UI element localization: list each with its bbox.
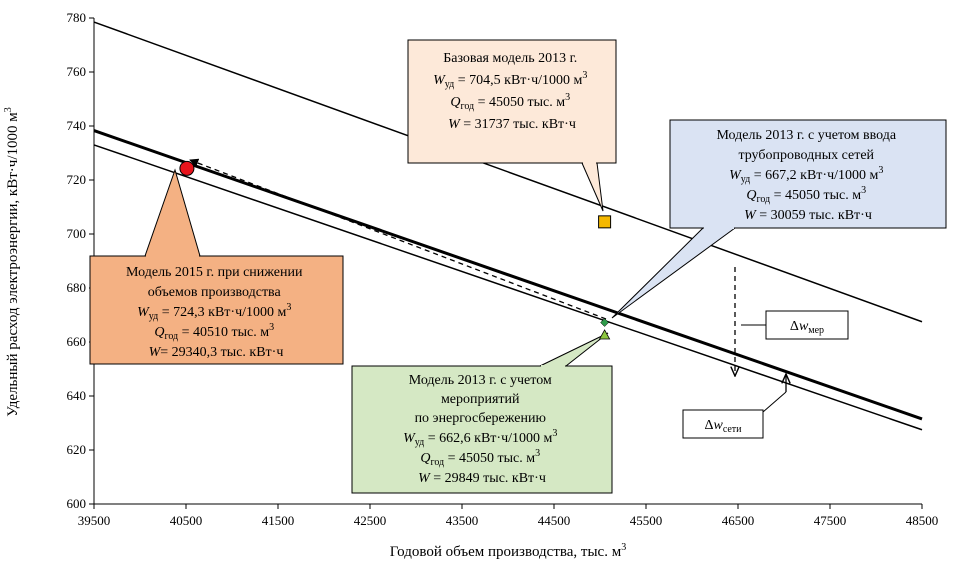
callout-pipe-pointer <box>611 227 736 319</box>
y-axis-title: Удельный расход электроэнергии, кВт·ч/10… <box>3 107 21 416</box>
x-tick-label: 47500 <box>814 513 847 528</box>
callout-2015-model: Модель 2015 г. при снижении объемов прои… <box>89 168 344 365</box>
y-tick-label: 680 <box>67 280 87 295</box>
delta-seti-label: Δwсети <box>682 391 787 439</box>
point-square <box>598 215 612 229</box>
callout-energy-box <box>351 365 613 494</box>
callout-pipe-box <box>669 119 947 229</box>
point-triangle <box>598 329 611 340</box>
callout-base-box <box>407 39 617 164</box>
y-tick-label: 640 <box>67 388 87 403</box>
transition-arrow <box>189 158 607 320</box>
callout-2015-text: Модель 2015 г. при снижении объемов прои… <box>126 265 306 360</box>
x-tick-label: 44500 <box>538 513 571 528</box>
x-tick-label: 39500 <box>78 513 111 528</box>
y-tick-label: 660 <box>67 334 87 349</box>
x-tick-label: 43500 <box>446 513 479 528</box>
svg-text:Δwмер: Δwмер <box>790 319 824 336</box>
callout-base-model: Базовая модель 2013 г. Wуд = 704,5 кВт·ч… <box>407 39 617 212</box>
y-tick-label: 740 <box>67 118 87 133</box>
series-line-2 <box>93 129 923 421</box>
callout-2015-pointer <box>144 168 201 257</box>
y-tick-label: 600 <box>67 496 87 511</box>
y-tick-label: 760 <box>67 64 87 79</box>
callout-base-pointer <box>581 162 604 212</box>
x-tick-label: 41500 <box>262 513 295 528</box>
axes: 39500 40500 41500 42500 43500 44500 45500 46500… <box>67 10 939 528</box>
series-line-1 <box>93 21 923 323</box>
x-tick-label: 48500 <box>906 513 939 528</box>
x-ticks: 39500 40500 41500 42500 43500 44500 45500 46500… <box>78 504 939 528</box>
point-diamond <box>600 318 609 327</box>
y-ticks: 600 620 640 660 680 700 720 740 760 780 <box>67 10 94 511</box>
callout-energy-text: Модель 2013 г. с учетом мероприятий по э… <box>403 373 561 486</box>
svg-text:Δwсети: Δwсети <box>704 418 742 435</box>
callout-base-text: Базовая модель 2013 г. Wуд = 704,5 кВт·ч… <box>433 51 591 132</box>
point-circle <box>179 160 195 176</box>
data-points <box>179 160 612 340</box>
y-tick-label: 620 <box>67 442 87 457</box>
callout-energy-pointer <box>539 332 609 367</box>
y-tick-label: 700 <box>67 226 87 241</box>
x-tick-label: 46500 <box>722 513 755 528</box>
delta-mer-label: Δwмер <box>741 310 849 340</box>
x-axis-title: Годовой объем производства, тыс. м3 <box>390 542 626 560</box>
callout-pipe-text: Модель 2013 г. с учетом ввода трубопрово… <box>716 128 899 223</box>
x-tick-label: 45500 <box>630 513 663 528</box>
callout-pipe-model: Модель 2013 г. с учетом ввода трубопрово… <box>611 119 947 319</box>
y-tick-label: 780 <box>67 10 87 25</box>
y-tick-label: 720 <box>67 172 87 187</box>
x-tick-label: 42500 <box>354 513 387 528</box>
callout-energy-model: Модель 2013 г. с учетом мероприятий по э… <box>351 332 613 494</box>
callout-2015-box <box>89 255 344 365</box>
x-tick-label: 40500 <box>170 513 203 528</box>
